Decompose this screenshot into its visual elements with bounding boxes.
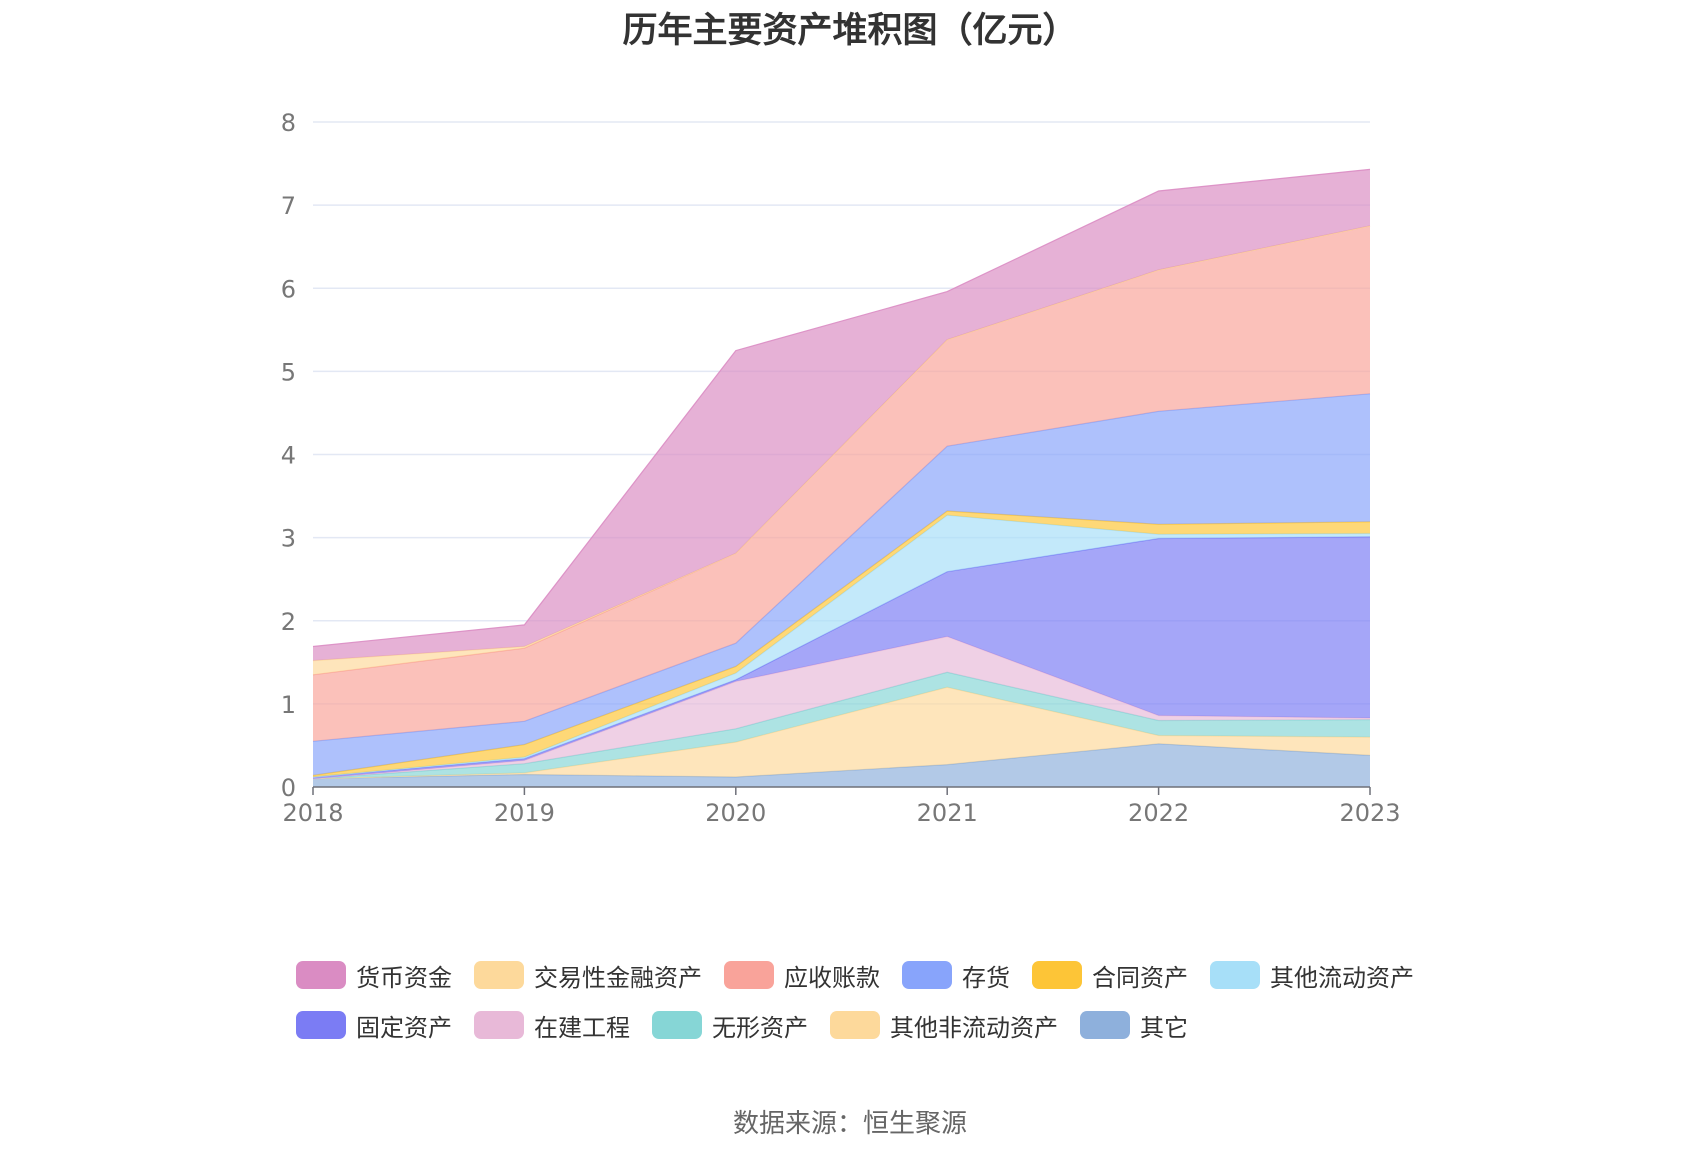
legend-label: 货币资金 <box>356 963 452 992</box>
area-series-edge-10 <box>312 168 1371 648</box>
legend-item[interactable]: 交易性金融资产 <box>474 958 702 993</box>
legend-swatch <box>296 1011 346 1039</box>
legend-swatch <box>1210 961 1260 989</box>
area-series-3[interactable] <box>313 636 1370 779</box>
y-tick-label: 0 <box>281 774 296 802</box>
legend-swatch <box>902 961 952 989</box>
legend-item[interactable]: 其他流动资产 <box>1210 958 1414 993</box>
legend-swatch <box>296 961 346 989</box>
legend-swatch <box>652 1011 702 1039</box>
x-tick-label: 2022 <box>1128 799 1189 827</box>
area-series-0[interactable] <box>313 743 1370 787</box>
legend: 货币资金 交易性金融资产 应收账款 存货 合同资产 其他流动资产固定资产 在建工程 无形资产 其… <box>296 950 1446 1050</box>
legend-swatch <box>474 1011 524 1039</box>
legend-label: 在建工程 <box>534 1013 630 1042</box>
x-tick-label: 2021 <box>917 799 978 827</box>
legend-row: 货币资金 交易性金融资产 应收账款 存货 合同资产 其他流动资产 <box>296 950 1446 1000</box>
legend-label: 无形资产 <box>712 1013 808 1042</box>
area-series-2[interactable] <box>313 672 1370 779</box>
legend-item[interactable]: 应收账款 <box>724 958 880 993</box>
area-series-4[interactable] <box>313 536 1370 779</box>
x-tick-label: 2020 <box>705 799 766 827</box>
y-tick-label: 3 <box>281 525 296 553</box>
legend-item[interactable]: 合同资产 <box>1032 958 1188 993</box>
legend-swatch <box>1080 1011 1130 1039</box>
area-series-group <box>312 168 1371 787</box>
y-tick-label: 4 <box>281 442 296 470</box>
legend-label: 交易性金融资产 <box>534 963 702 992</box>
area-series-10[interactable] <box>313 169 1370 661</box>
y-tick-label: 1 <box>281 691 296 719</box>
chart-title: 历年主要资产堆积图（亿元） <box>622 11 1078 51</box>
legend-swatch <box>474 961 524 989</box>
legend-item[interactable]: 固定资产 <box>296 1008 452 1043</box>
legend-label: 应收账款 <box>784 963 880 992</box>
x-tick-label: 2018 <box>282 799 343 827</box>
legend-label: 其它 <box>1140 1013 1188 1042</box>
legend-label: 合同资产 <box>1092 963 1188 992</box>
data-source-note: 数据来源：恒生聚源 <box>732 1109 967 1139</box>
legend-swatch <box>724 961 774 989</box>
legend-label: 存货 <box>962 963 1010 992</box>
legend-item[interactable]: 存货 <box>902 958 1010 993</box>
y-tick-label: 7 <box>281 192 296 220</box>
x-tick-label: 2019 <box>494 799 555 827</box>
legend-swatch <box>830 1011 880 1039</box>
x-tick-label: 2023 <box>1339 799 1400 827</box>
area-series-7[interactable] <box>313 393 1370 776</box>
y-tick-label: 5 <box>281 358 296 386</box>
area-series-1[interactable] <box>313 687 1370 779</box>
axes: 2018 2019 2020 2021 2022 2023 <box>282 786 1401 827</box>
legend-item[interactable]: 在建工程 <box>474 1008 630 1043</box>
legend-label: 其他非流动资产 <box>890 1013 1058 1042</box>
y-tick-label: 8 <box>281 109 296 137</box>
y-tick-label: 2 <box>281 608 296 636</box>
legend-label: 其他流动资产 <box>1270 963 1414 992</box>
area-series-8[interactable] <box>313 225 1370 742</box>
y-tick-label: 6 <box>281 275 296 303</box>
legend-item[interactable]: 无形资产 <box>652 1008 808 1043</box>
legend-item[interactable]: 其他非流动资产 <box>830 1008 1058 1043</box>
legend-item[interactable]: 货币资金 <box>296 958 452 993</box>
legend-swatch <box>1032 961 1082 989</box>
legend-row: 固定资产 在建工程 无形资产 其他非流动资产 其它 <box>296 1000 1446 1050</box>
legend-item[interactable]: 其它 <box>1080 1008 1188 1043</box>
legend-label: 固定资产 <box>356 1013 452 1042</box>
